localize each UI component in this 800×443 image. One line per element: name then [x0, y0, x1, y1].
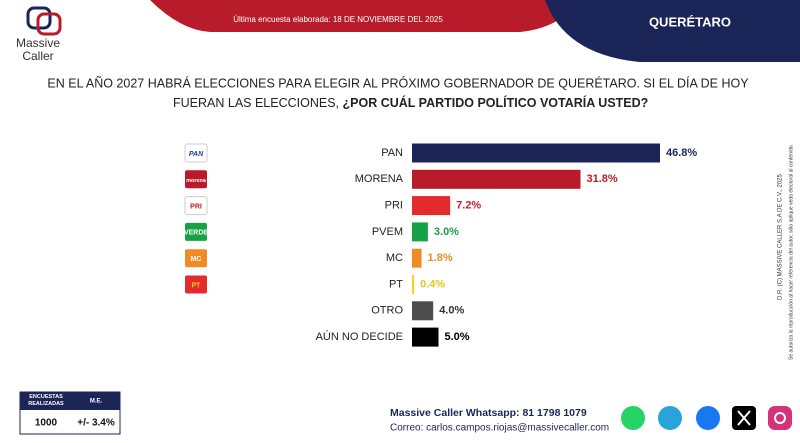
category-label: PRI	[385, 200, 403, 212]
party-icon	[184, 196, 208, 216]
instagram-glyph	[774, 412, 786, 424]
party-icon-label: PT	[192, 282, 202, 289]
bar	[412, 275, 415, 294]
value-label: 5.0%	[444, 331, 469, 343]
value-label: 31.8%	[587, 173, 618, 185]
header-band	[150, 0, 580, 32]
region-band	[545, 0, 800, 62]
party-icon	[185, 275, 207, 294]
value-label: 7.2%	[456, 200, 481, 212]
facebook-icon[interactable]	[696, 406, 720, 430]
value-label: 3.0%	[434, 226, 459, 238]
instagram-icon[interactable]	[768, 406, 792, 430]
whatsapp: Massive Caller Whatsapp: 81 1798 1079	[390, 407, 587, 419]
disclaimer: Se autoriza la reproducción al hacer ref…	[788, 144, 794, 360]
value-label: 1.8%	[428, 252, 453, 264]
info-table-header	[20, 392, 120, 410]
party-icon-label: MC	[191, 256, 202, 263]
category-label: OTRO	[371, 305, 403, 317]
question-plain: FUERAN LAS ELECCIONES,	[173, 96, 343, 110]
category-label: PT	[389, 278, 403, 290]
value-label: 4.0%	[439, 305, 464, 317]
value-label: 46.8%	[666, 147, 697, 159]
bar	[412, 248, 422, 268]
category-label: MORENA	[355, 173, 404, 185]
party-icon	[185, 170, 207, 189]
survey-date: Última encuesta elaborada: 18 DE NOVIEMB…	[233, 15, 443, 24]
party-icons: PAN morena PRI VERDE MC PT	[184, 143, 208, 294]
logo-text: Caller	[22, 49, 53, 63]
table-value: +/- 3.4%	[77, 418, 115, 429]
party-icon-label: VERDE	[184, 230, 208, 237]
table-header: ENCUESTAS REALIZADAS	[28, 394, 64, 407]
table-value: 1000	[35, 418, 58, 429]
party-icon	[185, 222, 207, 241]
party-icon-label: morena	[186, 178, 207, 184]
party-icon-label: PAN	[189, 151, 204, 158]
table-header: M.E.	[90, 399, 103, 405]
party-icon	[184, 143, 208, 163]
bar	[412, 196, 451, 216]
x-glyph	[737, 410, 751, 426]
category-label: MC	[386, 252, 403, 264]
bar	[412, 169, 581, 189]
logo-text: Massive	[16, 36, 60, 50]
copyright: D.R. (C) MASSIVE CALLER S.A DE C.V., 202…	[778, 174, 784, 300]
party-icon-label: PRI	[190, 203, 202, 210]
email: Correo: carlos.campos.riojas@massivecall…	[390, 423, 609, 434]
bar	[412, 143, 660, 163]
party-icon	[185, 249, 207, 268]
question: EN EL AÑO 2027 HABRÁ ELECCIONES PARA ELE…	[47, 75, 749, 90]
bar	[412, 222, 428, 242]
category-label: PAN	[381, 147, 403, 159]
chart: PAN 46.8% MORENA 31.8% PRI 7.2% PVEM 3.0% MC 1.8%…	[316, 143, 697, 347]
bar	[412, 301, 434, 321]
category-label: PVEM	[372, 226, 403, 238]
region: QUERÉTARO	[649, 14, 731, 29]
telegram-icon[interactable]	[658, 406, 682, 430]
whatsapp-icon[interactable]	[621, 406, 645, 430]
category-label: AÚN NO DECIDE	[316, 330, 403, 343]
bar	[412, 327, 439, 347]
question-bold: ¿POR CUÁL PARTIDO POLÍTICO VOTARÍA USTED…	[343, 95, 649, 110]
logo-mark	[36, 12, 62, 36]
value-label: 0.4%	[420, 278, 445, 290]
table-cell: ENCUESTAS REALIZADAS	[28, 394, 64, 407]
question: FUERAN LAS ELECCIONES, ¿POR CUÁL PARTIDO…	[173, 95, 648, 110]
